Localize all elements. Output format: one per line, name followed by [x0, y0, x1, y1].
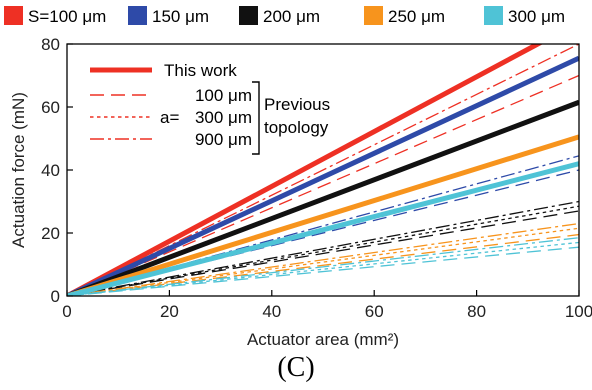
inset-label-topology: topology: [264, 118, 329, 137]
legend-label: 250 μm: [388, 7, 445, 26]
legend-label: S=100 μm: [28, 7, 106, 26]
legend-swatch: [128, 6, 147, 25]
x-tick-label: 60: [365, 302, 384, 321]
legend-swatch: [239, 6, 258, 25]
y-tick-label: 80: [41, 35, 60, 54]
legend-swatch: [484, 6, 503, 25]
figure-caption: (C): [277, 352, 315, 383]
inset-legend: This work 100 μm 300 μm 900 μm a= Previous top…: [90, 61, 330, 155]
top-legend: S=100 μm 150 μm 200 μm 250 μm 300 μm: [4, 6, 565, 26]
x-tick-label: 100: [565, 302, 592, 321]
this-work-line: [67, 99, 579, 296]
previous-topology-line: [67, 246, 579, 296]
previous-topology-line: [67, 222, 579, 296]
y-axis-label: Actuation force (mN): [9, 92, 28, 248]
inset-bracket: [252, 81, 260, 155]
y-tick-label: 20: [41, 224, 60, 243]
previous-topology-line: [67, 237, 579, 296]
inset-label-size: 300 μm: [195, 108, 252, 127]
y-tick-label: 40: [41, 161, 60, 180]
y-tick-label: 60: [41, 98, 60, 117]
legend-swatch: [364, 6, 383, 25]
this-work-line: [67, 44, 544, 296]
x-tick-label: 20: [160, 302, 179, 321]
legend-swatch: [4, 6, 23, 25]
previous-topology-line: [67, 241, 579, 296]
legend-label: 150 μm: [152, 7, 209, 26]
inset-label-size: 100 μm: [195, 86, 252, 105]
x-tick-label: 80: [467, 302, 486, 321]
inset-label-a-prefix: a=: [160, 108, 179, 127]
inset-label-previous: Previous: [264, 95, 330, 114]
y-tick-label: 0: [51, 287, 60, 306]
x-tick-label: 40: [262, 302, 281, 321]
legend-label: 300 μm: [508, 7, 565, 26]
this-work-line: [67, 134, 579, 296]
axis-ticks: 0 20 40 60 80 100 0 20 40 60 80: [41, 35, 592, 321]
inset-label-size: 900 μm: [195, 130, 252, 149]
inset-label-this-work: This work: [164, 61, 237, 80]
this-work-line: [67, 161, 579, 296]
series-lines: [67, 44, 579, 296]
previous-topology-line: [67, 227, 579, 296]
x-axis-label: Actuator area (mm²): [247, 330, 399, 349]
previous-topology-line: [67, 210, 579, 296]
previous-topology-line: [67, 200, 579, 296]
legend-label: 200 μm: [263, 7, 320, 26]
previous-topology-line: [67, 205, 579, 296]
x-tick-label: 0: [62, 302, 71, 321]
this-work-line: [67, 55, 579, 296]
previous-topology-line: [67, 74, 579, 296]
